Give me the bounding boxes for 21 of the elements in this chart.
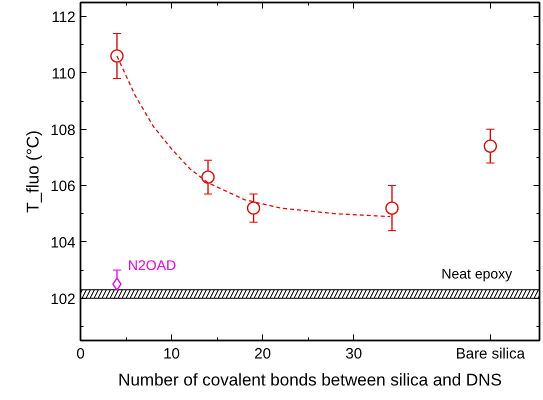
series-label: N2OAD <box>128 256 176 273</box>
x-tick-label: 30 <box>345 346 362 362</box>
point <box>201 170 215 184</box>
x-tick-label: 0 <box>76 346 85 362</box>
y-tick-label: 110 <box>52 65 76 82</box>
point <box>110 49 124 63</box>
x-tick-label: 20 <box>254 346 271 362</box>
y-tick-label: 108 <box>50 122 76 139</box>
y-tick-label: 102 <box>50 290 76 308</box>
band-label: Neat epoxy <box>441 265 512 282</box>
x-tick-label: 10 <box>163 346 180 362</box>
point <box>484 140 497 153</box>
point <box>246 201 260 215</box>
y-axis-title: T_fluo (°C) <box>23 130 42 213</box>
point <box>385 201 399 215</box>
x-tick-label: Bare silica <box>456 346 526 362</box>
point <box>112 278 122 291</box>
x-axis-title: Number of covalent bonds between silica and DNS <box>118 370 502 390</box>
y-tick-label: 112 <box>52 9 76 26</box>
y-tick-label: 104 <box>50 234 76 252</box>
y-tick-label: 106 <box>50 178 76 196</box>
